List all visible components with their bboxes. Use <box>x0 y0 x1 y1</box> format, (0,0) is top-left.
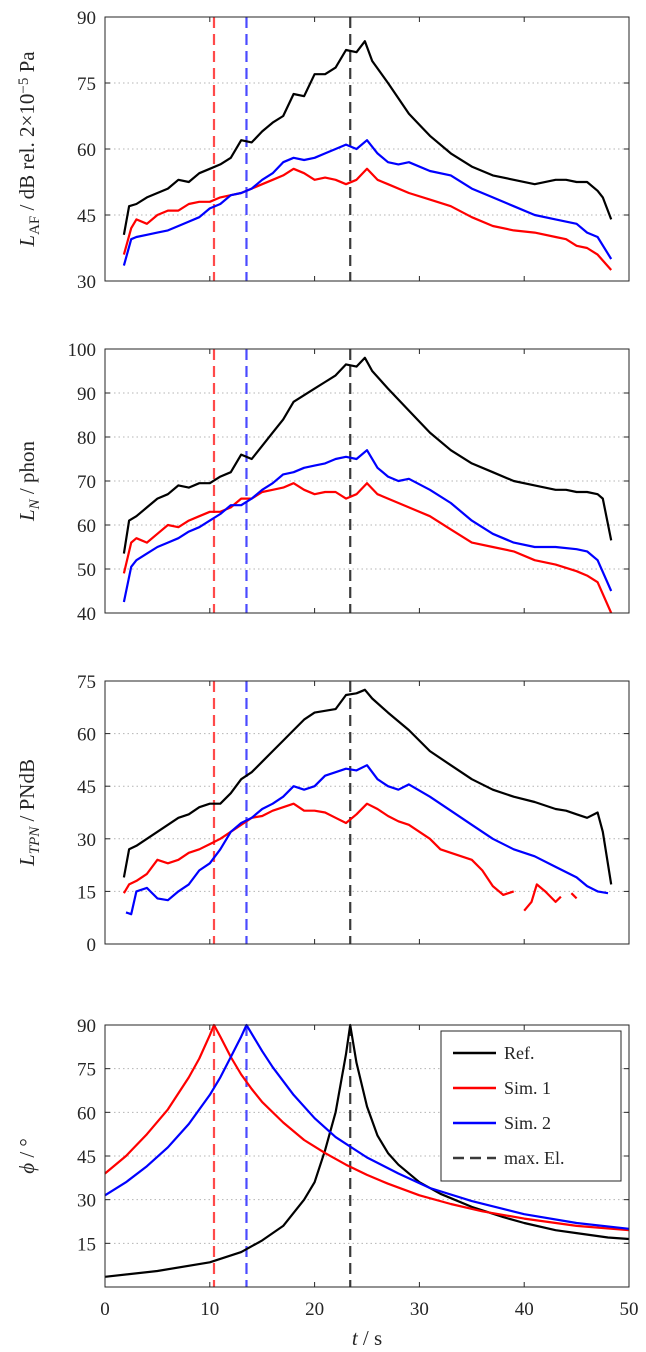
panel-4: 15 30 45 60 75 90 0 10 20 30 40 50 ϕ / ° Ref. Sim. 1 Si… <box>15 1016 639 1320</box>
legend-label: Ref. <box>504 1043 535 1063</box>
panel-2: 40 50 60 70 80 90 100 LN / phon <box>15 340 630 625</box>
series-line-sim2 <box>104 1023 630 1230</box>
y-tick-label: 75 <box>77 74 96 95</box>
series-line-sim1 <box>104 1023 630 1232</box>
y-tick-label: 15 <box>77 882 96 903</box>
y-tick-label: 70 <box>77 472 96 493</box>
legend-label: Sim. 2 <box>504 1113 551 1133</box>
y-axis-label: LN / phon <box>15 440 43 522</box>
legend-box <box>440 1030 622 1182</box>
y-tick-label: 45 <box>77 777 96 798</box>
series-line-sim1 <box>122 802 515 897</box>
y-tick-label: 30 <box>77 272 96 293</box>
y-tick-label: 60 <box>77 1103 96 1124</box>
y-tick-label: 45 <box>77 1147 96 1168</box>
series-line-ref <box>122 356 613 554</box>
series-line-sim2 <box>122 449 613 603</box>
y-tick-label: 100 <box>68 340 97 361</box>
x-tick-label: 50 <box>620 1299 639 1320</box>
series-line-ref <box>122 688 613 885</box>
y-tick-label: 75 <box>77 672 96 693</box>
y-tick-label: 60 <box>77 140 96 161</box>
x-tick-label: 0 <box>100 1299 110 1320</box>
panel-3: 0 15 30 45 60 75 LTPN / PNdB <box>15 672 630 956</box>
y-axis-label: ϕ / ° <box>15 1138 39 1174</box>
y-tick-label: 60 <box>77 516 96 537</box>
x-axis-label: t / s <box>352 1326 382 1350</box>
y-tick-label: 30 <box>77 1191 96 1212</box>
y-tick-label: 40 <box>77 604 96 625</box>
y-tick-label: 0 <box>87 935 97 956</box>
series-line-sim2 <box>122 139 613 266</box>
x-tick-label: 20 <box>305 1299 324 1320</box>
legend-label: max. El. <box>504 1148 565 1168</box>
series-line-ref <box>122 40 613 235</box>
y-tick-label: 30 <box>77 830 96 851</box>
y-tick-label: 90 <box>77 8 96 29</box>
y-axis-label: LAF / dB rel. 2×10−5 Pa <box>15 51 43 248</box>
series-line-sim1b <box>523 883 562 912</box>
y-tick-label: 75 <box>77 1060 96 1081</box>
axes-frame <box>104 680 630 945</box>
series-line-sim1 <box>122 482 613 614</box>
x-tick-label: 10 <box>200 1299 219 1320</box>
x-tick-label: 40 <box>515 1299 534 1320</box>
panel-1: 30 45 60 75 90 LAF / dB rel. 2×10−5 Pa <box>15 8 630 293</box>
y-axis-label: LTPN / PNdB <box>15 759 43 867</box>
series-line-sim1 <box>122 167 613 271</box>
y-tick-label: 90 <box>77 1016 96 1037</box>
legend: Ref. Sim. 1 Sim. 2 max. El. <box>440 1030 622 1182</box>
legend-label: Sim. 1 <box>504 1078 551 1098</box>
y-tick-label: 90 <box>77 384 96 405</box>
series-line-ref <box>104 1023 630 1278</box>
series-line-sim1c <box>570 892 578 900</box>
y-tick-label: 50 <box>77 560 96 581</box>
y-tick-label: 15 <box>77 1234 96 1255</box>
y-tick-label: 60 <box>77 725 96 746</box>
x-tick-label: 30 <box>410 1299 429 1320</box>
y-tick-label: 45 <box>77 206 96 227</box>
series-line-sim2 <box>125 764 609 916</box>
y-tick-label: 80 <box>77 428 96 449</box>
